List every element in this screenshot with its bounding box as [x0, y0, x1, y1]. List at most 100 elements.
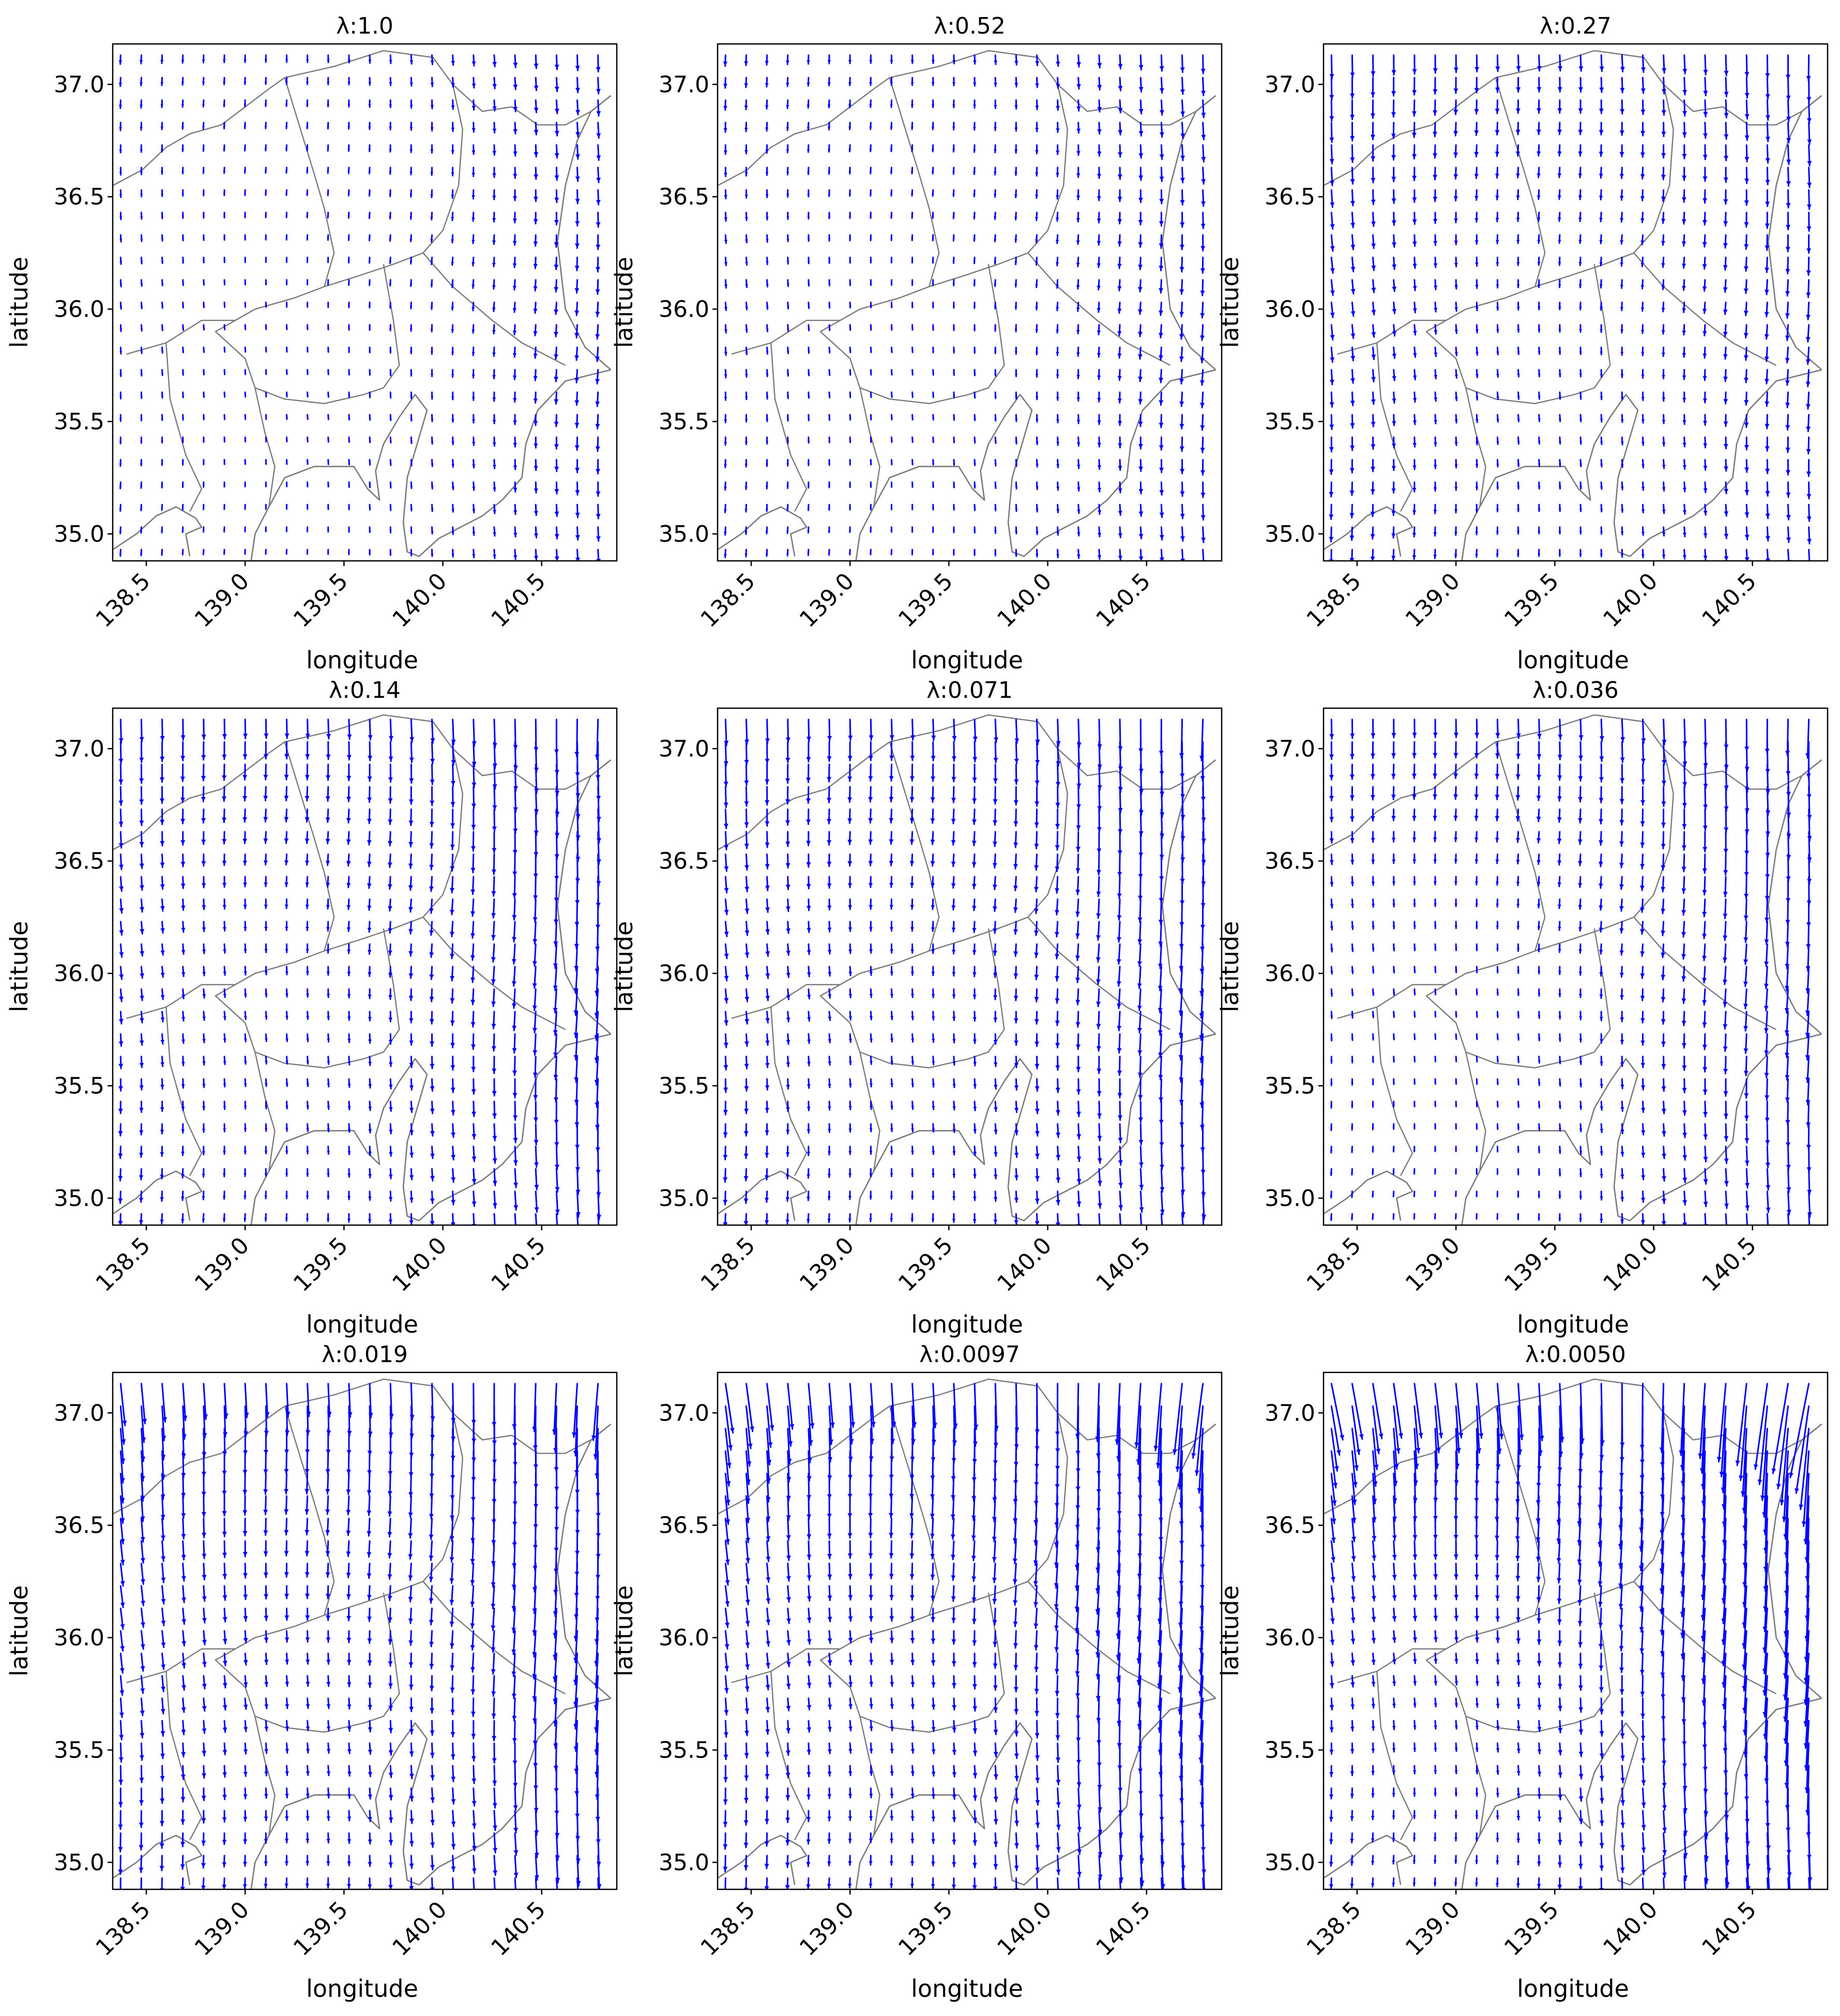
vector-arrowhead [367, 905, 372, 910]
vector-arrowhead [1723, 243, 1728, 248]
vector-arrowhead [1014, 306, 1017, 309]
vector-arrowhead [870, 418, 872, 420]
vector-arrowhead [973, 283, 976, 286]
vector-arrowhead [1117, 241, 1122, 246]
vector-arrowhead [244, 1061, 247, 1064]
vector-arrowhead [723, 486, 727, 490]
vector-arrowhead [430, 149, 434, 153]
vector-arrowhead [911, 350, 914, 353]
vector-arrowhead [1076, 173, 1081, 177]
vector-arrowhead [535, 1230, 539, 1234]
vector-arrowhead [1035, 83, 1039, 87]
vector-arrowhead [1180, 491, 1185, 496]
vector-arrowhead [575, 87, 580, 93]
vector-arrowhead [1536, 129, 1541, 134]
vector-arrowhead [388, 1219, 393, 1224]
vector-arrowhead [139, 1085, 144, 1090]
vector-arrowhead [1138, 466, 1143, 471]
vector-arrowhead [222, 775, 227, 781]
vector-arrowhead [1764, 378, 1769, 384]
vector-arrowhead [1371, 399, 1376, 404]
vector-arrowhead [847, 776, 853, 782]
vector-arrowhead [1496, 396, 1499, 400]
vector-arrowhead [429, 997, 434, 1002]
vector-arrowhead [1517, 374, 1520, 377]
vector-arrowhead [786, 530, 789, 533]
vector-arrowhead [409, 351, 413, 354]
vector-arrowhead [575, 66, 580, 71]
vector-arrowhead [744, 531, 748, 534]
vector-arrowhead [1138, 511, 1144, 516]
vector-arrowhead [119, 418, 122, 421]
vector-arrowhead [1662, 375, 1665, 379]
vector-arrowhead [534, 1140, 539, 1145]
vector-arrowhead [1702, 198, 1708, 203]
vector-arrowhead [1640, 240, 1645, 245]
vector-arrowhead [346, 755, 352, 760]
vector-arrowhead [1557, 151, 1562, 156]
vector-arrowhead [1349, 468, 1355, 473]
vector-arrowhead [1433, 110, 1438, 115]
vector-arrowhead [1786, 74, 1791, 80]
vector-arrowhead [1557, 173, 1562, 178]
vector-arrowhead [346, 775, 352, 781]
vector-arrowhead [723, 782, 728, 787]
vector-arrowhead [1392, 264, 1397, 269]
vector-arrowhead [367, 883, 372, 889]
vector-arrowhead [868, 861, 873, 866]
vector-arrowhead [1097, 420, 1101, 424]
vector-arrowhead [932, 440, 935, 442]
vector-arrowhead [346, 797, 351, 802]
coastline [1461, 369, 1822, 561]
vector-arrowhead [327, 82, 330, 85]
y-axis-label: latitude [1216, 257, 1244, 348]
prefecture-border [1027, 917, 1171, 1030]
vector-arrowhead [408, 929, 414, 934]
vector-arrowhead [724, 329, 727, 333]
vector-arrowhead [1076, 151, 1081, 155]
vector-arrowhead [848, 735, 853, 741]
vector-arrowhead [868, 755, 873, 760]
vector-arrowhead [307, 462, 309, 464]
vector-arrowhead [596, 491, 601, 496]
vector-arrowhead [1055, 195, 1059, 199]
vector-arrowhead [118, 60, 123, 65]
vector-arrowhead [848, 949, 853, 954]
vector-arrowhead [409, 1040, 414, 1045]
vector-arrowhead [828, 463, 831, 465]
vector-arrowhead [244, 171, 246, 173]
vector-arrowhead [1015, 441, 1018, 444]
vector-arrowhead [472, 329, 475, 333]
vector-arrowhead [744, 974, 750, 980]
vector-arrowhead [952, 283, 955, 286]
vector-arrowhead [1076, 240, 1080, 245]
vector-arrowhead [223, 552, 225, 555]
vector-arrowhead [180, 1219, 185, 1223]
vector-arrowhead [1516, 66, 1521, 71]
vector-arrowhead [807, 1152, 811, 1156]
vector-arrowhead [952, 60, 956, 64]
vector-arrowhead [347, 238, 350, 240]
vector-arrowhead [1640, 307, 1645, 311]
vector-arrowhead [512, 353, 517, 357]
vector-arrowhead [574, 1077, 579, 1082]
vector-arrowhead [1640, 218, 1645, 223]
vector-arrowhead [889, 797, 894, 802]
vector-arrowhead [765, 1108, 769, 1112]
vector-arrowhead [827, 127, 831, 130]
vector-arrowhead [389, 216, 392, 219]
vector-arrowhead [1764, 356, 1769, 361]
vector-arrowhead [1411, 111, 1417, 116]
vector-arrowhead [430, 1198, 435, 1203]
map-lines [113, 714, 612, 1225]
vector-arrowhead [932, 553, 934, 555]
vector-arrowhead [1434, 420, 1437, 424]
vector-arrowhead [1515, 129, 1520, 135]
vector-arrowhead [1805, 404, 1811, 409]
vector-arrowhead [724, 352, 727, 356]
vector-arrowhead [119, 239, 123, 242]
vector-arrowhead [724, 845, 729, 850]
vector-arrowhead [161, 373, 164, 376]
vector-arrowhead [160, 950, 165, 955]
vector-arrowhead [1097, 285, 1101, 290]
